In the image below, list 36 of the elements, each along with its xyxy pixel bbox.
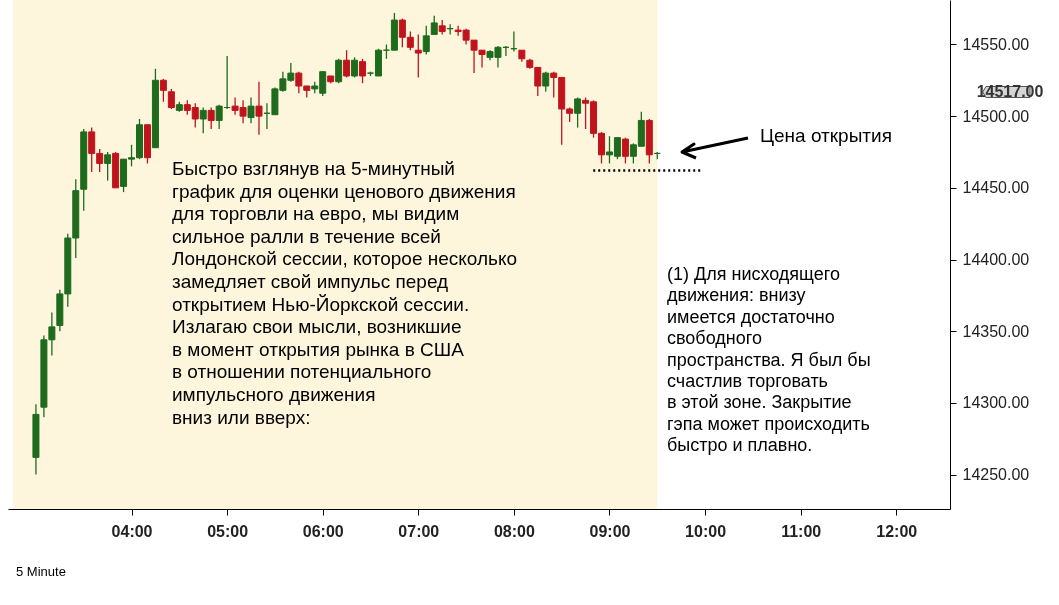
candlestick xyxy=(414,33,422,79)
x-tick-label: 09:00 xyxy=(589,522,631,540)
x-tick-label: 07:00 xyxy=(398,522,440,540)
x-tick-label: 10:00 xyxy=(685,522,727,540)
candlestick xyxy=(359,58,367,84)
candlestick xyxy=(621,137,629,165)
candlestick xyxy=(343,49,351,79)
candlestick xyxy=(335,58,343,84)
text: 5 Minute xyxy=(16,564,66,579)
x-tick-label: 08:00 xyxy=(493,522,535,540)
x-tick-label: 11:00 xyxy=(781,522,822,540)
candlestick xyxy=(104,151,112,182)
candlestick xyxy=(167,88,175,110)
candlestick xyxy=(159,78,167,103)
y-tick-label: 14400.00 xyxy=(962,251,1030,269)
candlestick xyxy=(422,25,430,56)
candlestick xyxy=(430,15,438,36)
y-tick-label: 14300.00 xyxy=(962,394,1030,412)
text: (1) Для нисходящего движения: внизу имеется достаточно свободного пространства. Я был бы счастлив торговать в этой зоне. Закрытие гэпа может происходить быстро и плавно. xyxy=(667,264,871,456)
x-tick-label: 05:00 xyxy=(207,522,249,540)
y-tick-label: 14550.00 xyxy=(962,35,1030,53)
text: Быстро взглянув на 5-минутный график для оценки ценового движения для торговли на евро, мы видим сильное ралли в течение всей Лондонской сессии, которое несколько замедляет свой импульс перед открытием Нью-Йоркской сессии. Излагаю свои мысли, возникшие в момент открытия рынка в США в отношении потенциального импульсного движения вниз или вверх: xyxy=(172,158,518,428)
candlestick xyxy=(207,106,215,130)
candlestick xyxy=(199,106,207,134)
x-tick-label: 06:00 xyxy=(302,522,344,540)
y-tick-label: 14450.00 xyxy=(962,179,1030,197)
y-tick-label: 14250.00 xyxy=(962,466,1030,484)
candlestick xyxy=(255,81,263,136)
text: 14517.00 xyxy=(976,83,1044,100)
x-tick-label: 04:00 xyxy=(111,522,153,540)
candlestick xyxy=(574,96,582,129)
candlestick xyxy=(247,96,255,124)
x-tick-label: 12:00 xyxy=(876,522,918,540)
annotation: Цена открытия xyxy=(760,125,892,146)
y-tick-label: 14500.00 xyxy=(962,107,1030,125)
y-tick-label: 14350.00 xyxy=(962,322,1030,340)
